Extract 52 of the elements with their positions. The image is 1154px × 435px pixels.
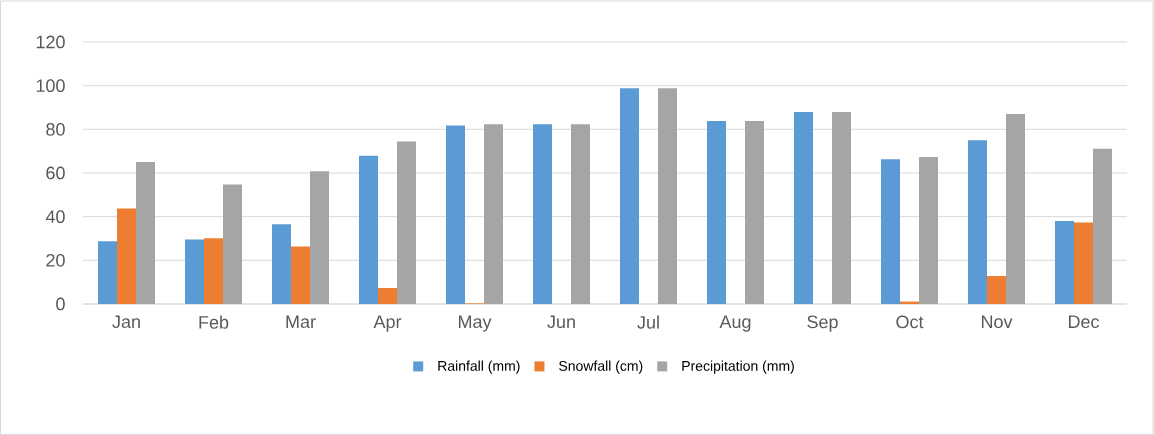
bar	[881, 159, 900, 304]
x-tick-label: Jun	[547, 315, 575, 329]
bar	[359, 155, 379, 304]
bar	[571, 124, 590, 304]
legend-label: Snowfall (cm)	[559, 360, 643, 374]
bar	[987, 276, 1006, 304]
x-tick-label: Sep	[807, 315, 838, 332]
x-tick-label: Oct	[896, 315, 924, 329]
x-tick-label: Dec	[1068, 315, 1100, 329]
y-tick-label: 0	[56, 297, 65, 311]
bar	[446, 125, 466, 304]
bar	[1055, 221, 1074, 304]
bar	[707, 121, 726, 304]
y-tick-label: 60	[46, 166, 65, 180]
x-tick-label: May	[458, 315, 492, 332]
bar	[378, 288, 398, 304]
y-tick-label: 20	[46, 253, 65, 267]
bar	[919, 157, 938, 304]
y-tick-label: 80	[46, 122, 65, 136]
bar	[832, 112, 851, 304]
y-tick-label: 120	[36, 35, 65, 49]
bar	[484, 124, 504, 304]
bar	[745, 121, 764, 304]
bar	[310, 171, 330, 304]
bar	[794, 112, 813, 304]
x-tick-label: Mar	[286, 315, 316, 329]
bar	[397, 141, 417, 304]
bar	[1093, 148, 1112, 304]
x-tick-label: Feb	[199, 315, 229, 329]
y-tick-label: 100	[36, 79, 65, 93]
bar	[620, 88, 639, 304]
x-tick-label: Nov	[981, 315, 1013, 329]
bar	[1006, 114, 1025, 304]
bar	[223, 184, 243, 304]
bar	[1074, 222, 1093, 304]
bar	[533, 124, 552, 304]
bar	[136, 162, 156, 304]
x-tick-label: Aug	[719, 315, 751, 332]
bar	[117, 208, 137, 304]
legend-label: Precipitation (mm)	[682, 360, 794, 374]
x-tick-label: Jul	[637, 315, 659, 329]
bar	[272, 224, 292, 304]
bar	[98, 241, 118, 304]
bar	[291, 246, 311, 304]
bar	[185, 239, 205, 304]
bar	[658, 88, 677, 304]
x-tick-label: Jan	[112, 315, 140, 329]
bar	[204, 238, 224, 304]
y-tick-label: 40	[45, 210, 65, 224]
legend-label: Rainfall (mm)	[438, 360, 520, 374]
bar	[968, 140, 987, 304]
x-tick-label: Apr	[373, 315, 402, 332]
